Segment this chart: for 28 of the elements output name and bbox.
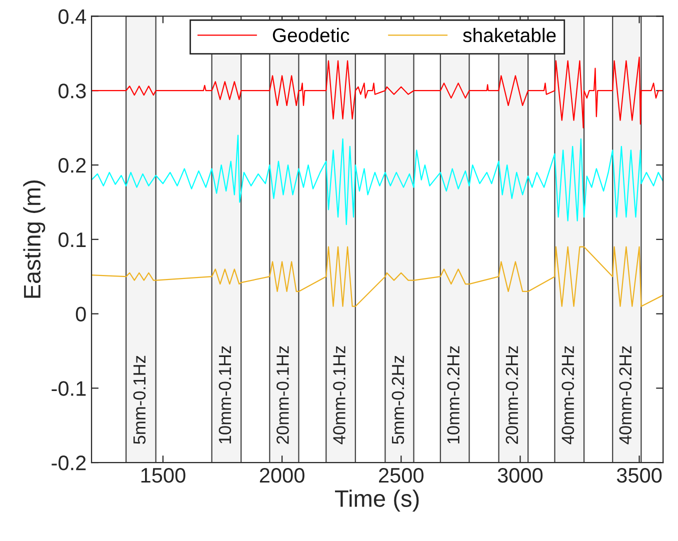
line-series [92, 246, 664, 307]
band-label: 40mm-0.2Hz [562, 346, 574, 444]
band-label: 20mm-0.2Hz [506, 346, 518, 444]
y-axis-title: Easting (m) [23, 180, 46, 298]
band-label: 5mm-0.1Hz [133, 356, 146, 444]
x-tick-label: 2000 [260, 468, 304, 483]
band-label: 5mm-0.2Hz [392, 356, 404, 444]
x-tick-label: 1500 [141, 468, 186, 483]
y-tick-label: -0.2 [52, 456, 86, 470]
y-tick-label: 0.2 [58, 158, 86, 173]
band-label: 40mm-0.2Hz [619, 346, 632, 444]
y-tick-label: 0.1 [58, 232, 86, 248]
band-label: 40mm-0.1Hz [333, 346, 346, 444]
band-label: 10mm-0.1Hz [218, 346, 232, 444]
y-tick-label: -0.1 [52, 381, 86, 396]
band-label: 10mm-0.2Hz [447, 346, 460, 444]
x-axis-title: Time (s) [335, 490, 419, 512]
y-tick-label: 0.3 [58, 84, 86, 98]
y-tick-label: 0 [76, 306, 86, 322]
legend-label: shaketable [463, 28, 556, 42]
band-label: 20mm-0.1Hz [276, 346, 289, 444]
line-series [92, 134, 664, 226]
x-tick-label: 3500 [616, 468, 662, 483]
x-tick-label: 2500 [379, 468, 424, 483]
line-series [92, 56, 664, 128]
legend-label: Geodetic [272, 28, 350, 42]
y-tick-label: 0.4 [58, 9, 86, 24]
x-tick-label: 3000 [498, 468, 543, 483]
